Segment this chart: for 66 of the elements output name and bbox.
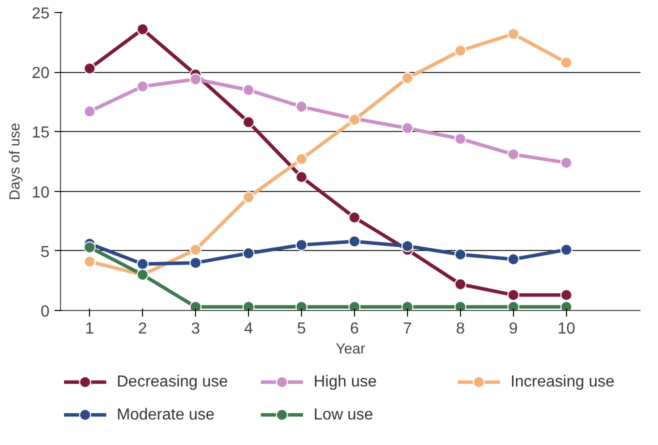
point <box>348 235 360 248</box>
point <box>560 289 572 301</box>
x-tick-label: 6 <box>350 320 360 338</box>
point <box>401 122 414 134</box>
y-tick-label: 10 <box>32 184 50 202</box>
point <box>401 72 414 84</box>
point <box>190 73 202 86</box>
y-axis-title: Days of use <box>8 122 24 200</box>
y-tick-label: 20 <box>32 65 50 82</box>
point <box>560 244 572 256</box>
y-tick-label: 5 <box>40 244 50 261</box>
legend-label: Moderate use <box>116 406 215 424</box>
point <box>560 56 572 69</box>
point <box>190 256 202 269</box>
point <box>454 132 466 145</box>
point <box>242 300 255 310</box>
point <box>401 300 414 310</box>
legend-label: High use <box>314 374 377 391</box>
point <box>348 300 360 310</box>
point <box>136 23 149 36</box>
x-tick-label: 3 <box>191 320 200 338</box>
x-tick-label: 7 <box>402 320 412 338</box>
x-axis-title: Year <box>336 342 366 358</box>
point <box>136 258 149 270</box>
point <box>296 300 308 310</box>
point <box>242 191 255 204</box>
point <box>401 240 414 252</box>
point <box>507 28 520 40</box>
x-tick-label: 2 <box>138 320 148 338</box>
point <box>242 247 255 260</box>
point <box>84 256 96 268</box>
point <box>507 289 520 301</box>
point <box>296 171 308 183</box>
y-tick-label: 15 <box>32 124 50 142</box>
point <box>507 253 520 266</box>
point <box>507 300 520 310</box>
x-tick-label: 9 <box>508 320 518 338</box>
legend-label: Increasing use <box>510 374 615 391</box>
point <box>454 278 466 290</box>
point <box>84 105 96 118</box>
point <box>296 100 308 113</box>
point <box>560 300 572 310</box>
point <box>84 62 96 75</box>
point <box>190 300 202 310</box>
point <box>242 116 255 128</box>
y-tick-label: 0 <box>40 304 50 320</box>
legend-label: Decreasing use <box>116 374 228 391</box>
point <box>296 153 308 166</box>
point <box>242 84 255 96</box>
x-tick-label: 5 <box>297 320 306 338</box>
y-tick-label: 25 <box>32 6 50 22</box>
x-tick-label: 8 <box>456 320 465 338</box>
point <box>454 248 466 260</box>
x-tick-label: 1 <box>85 320 94 338</box>
x-tick-label: 4 <box>244 320 254 338</box>
point <box>348 212 360 224</box>
point <box>296 238 308 251</box>
point <box>454 300 466 310</box>
point <box>507 148 520 160</box>
x-tick-label: 10 <box>557 320 576 338</box>
point <box>84 241 96 254</box>
point <box>190 244 202 256</box>
point <box>136 80 149 92</box>
point <box>454 44 466 57</box>
point <box>560 156 572 169</box>
legend-label: Low use <box>314 406 374 424</box>
